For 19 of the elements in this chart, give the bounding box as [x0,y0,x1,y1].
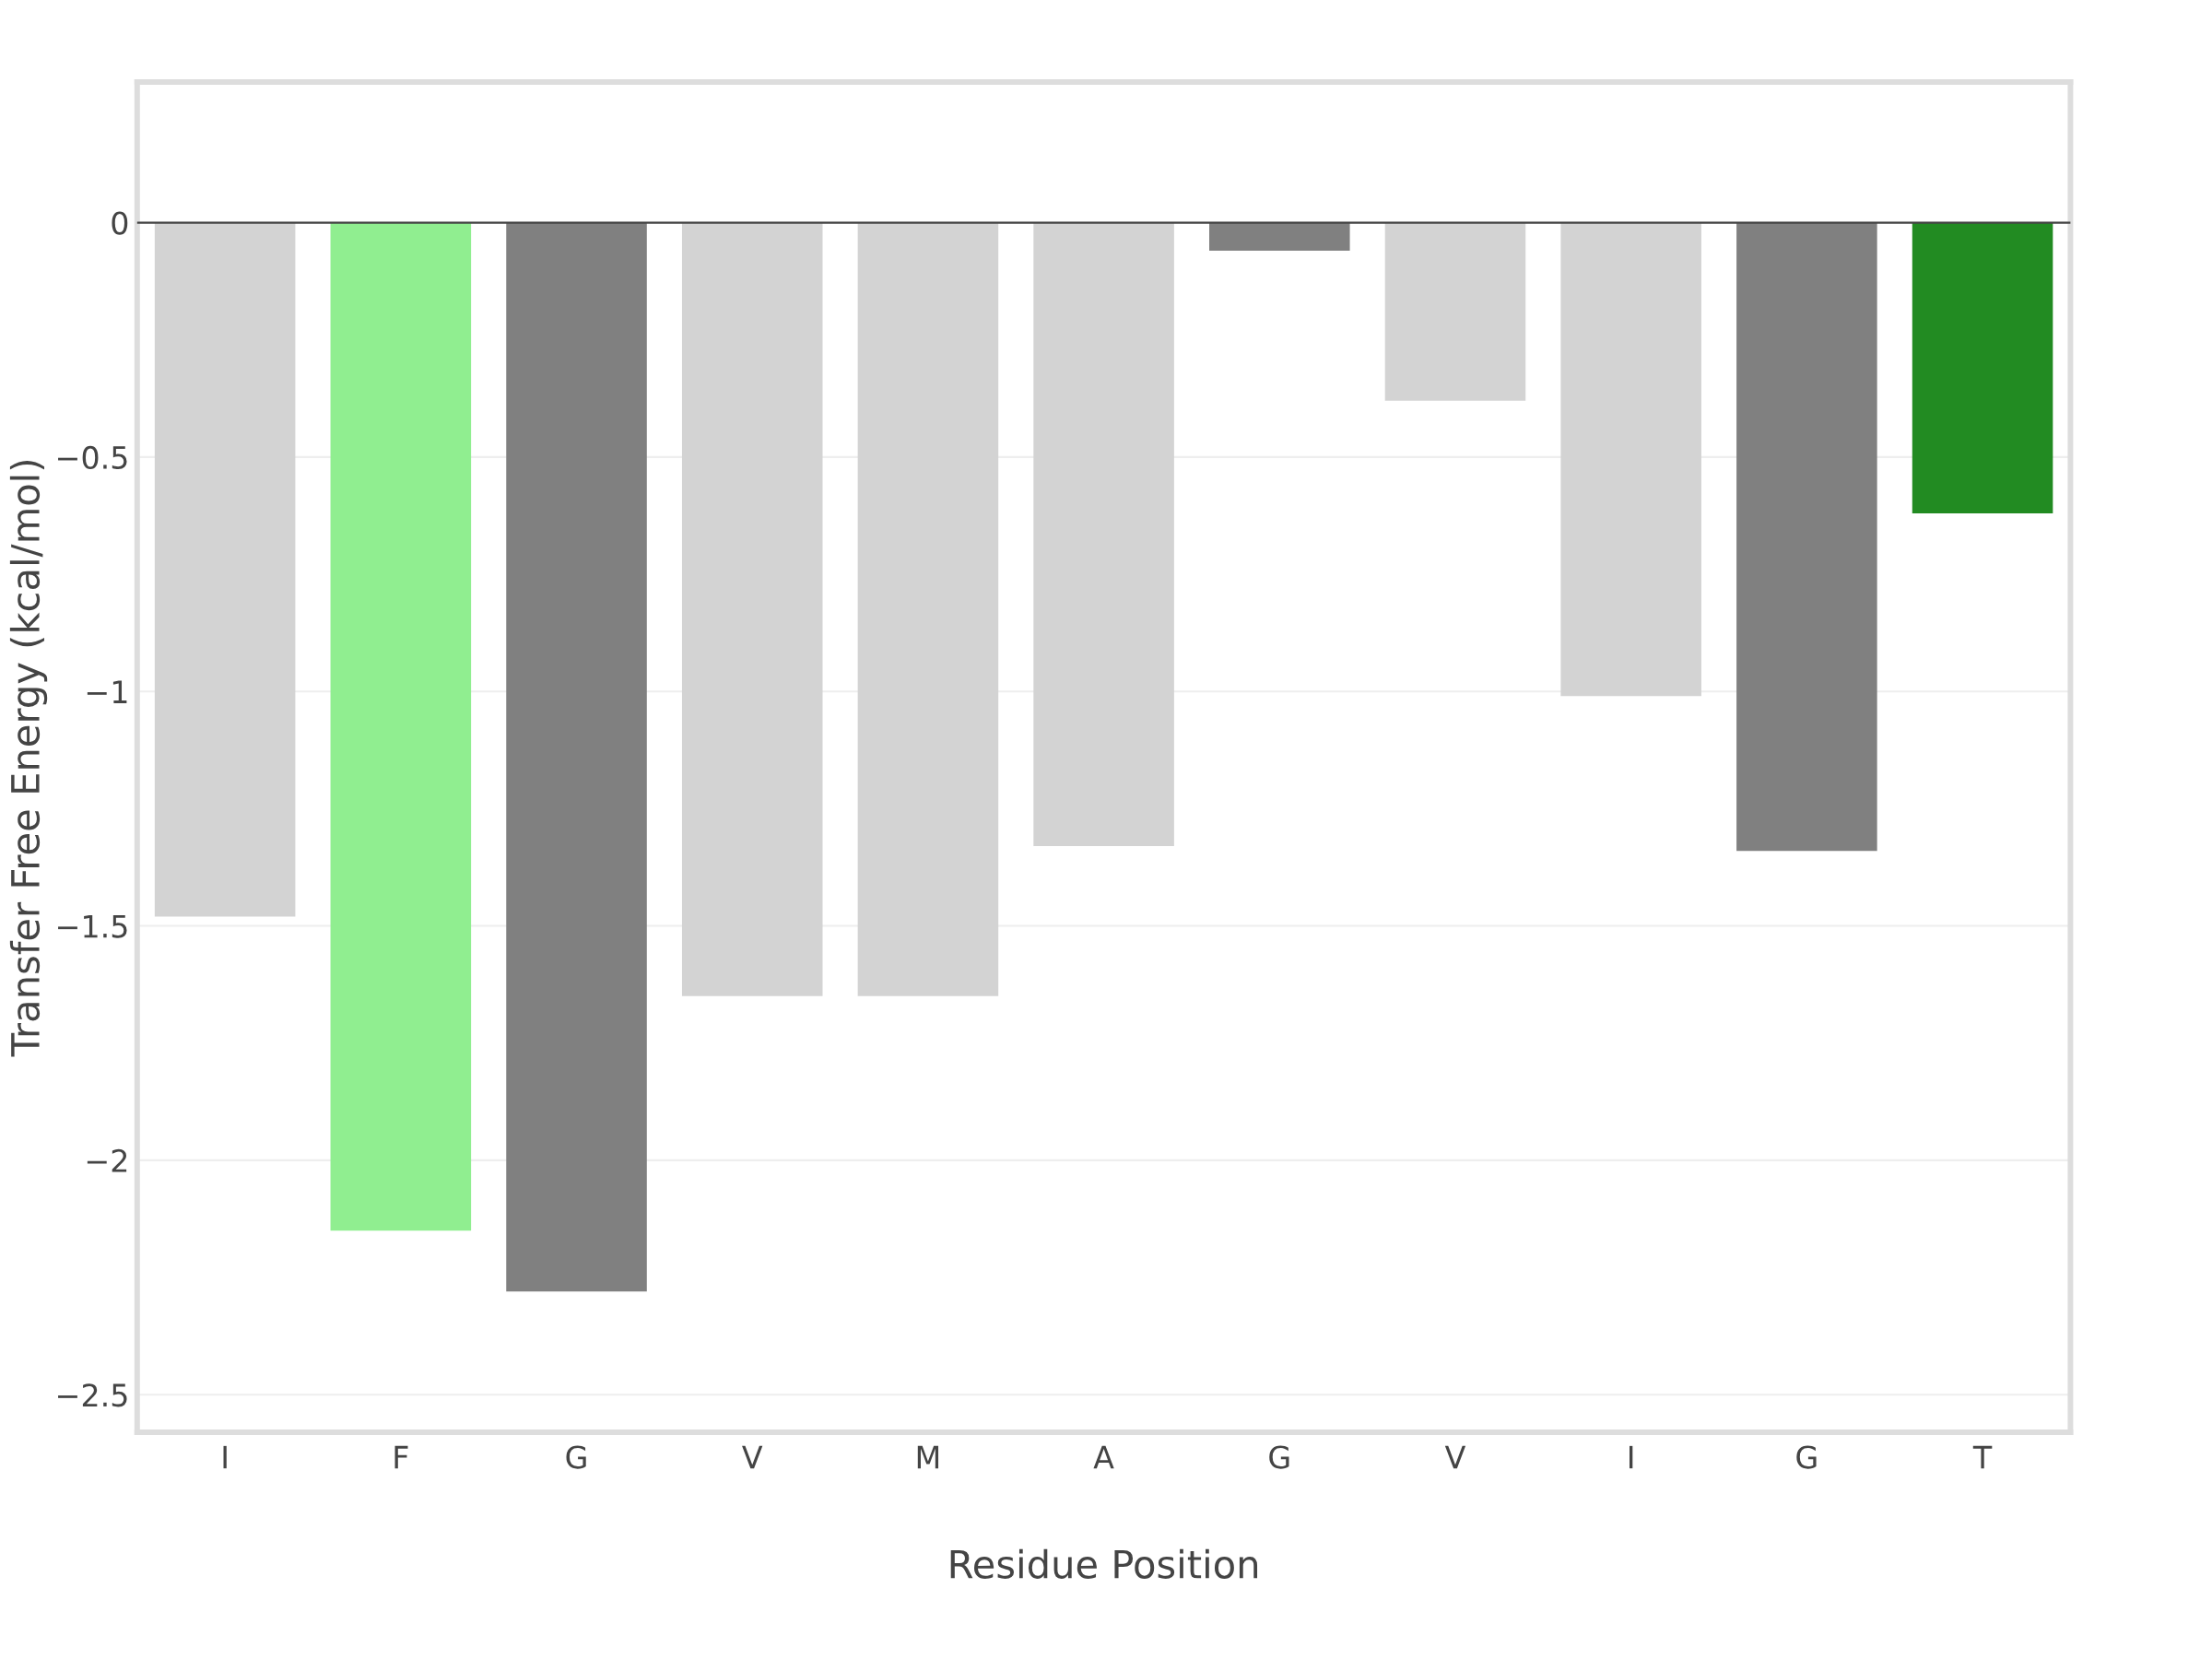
x-tick-label: V [742,1445,763,1469]
y-tick-label: 0 [112,211,128,235]
x-tick-label: G [1269,1445,1289,1469]
x-tick-label: I [1630,1445,1633,1469]
y-tick-label: −1.5 [58,914,127,938]
x-tick-label: G [566,1445,586,1469]
x-tick-label: I [223,1445,227,1469]
x-tick-label: G [1796,1445,1817,1469]
x-tick-label: T [1972,1445,1993,1469]
y-axis-title: Transfer Free Energy (kcal/mol) [9,461,48,1057]
x-axis-title: Residue Position [950,1548,1258,1579]
y-tick-label: −0.5 [58,445,127,470]
x-tick-label: F [394,1445,408,1469]
y-tick-label: −2.5 [58,1383,127,1407]
x-tick-label: M [917,1445,939,1469]
x-tick-label: V [1444,1445,1466,1469]
y-tick-label: −1 [87,680,127,703]
y-tick-label: −2 [87,1148,127,1172]
x-tick-label: A [1093,1445,1114,1469]
